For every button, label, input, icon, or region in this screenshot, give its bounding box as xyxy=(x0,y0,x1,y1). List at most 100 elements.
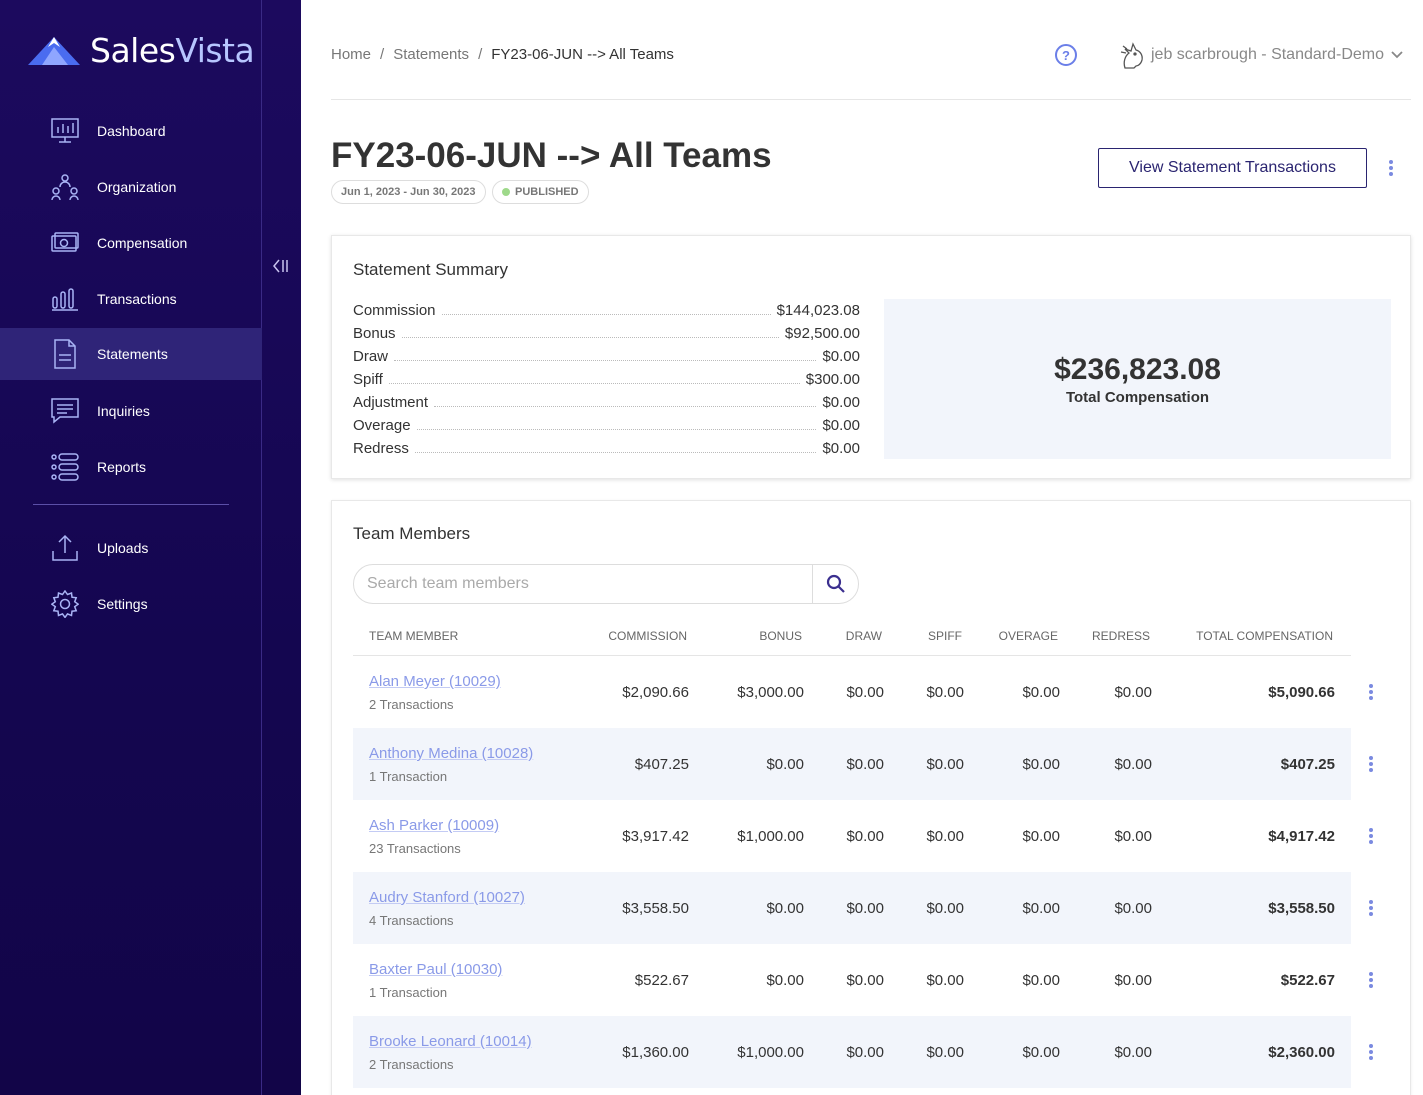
organization-icon xyxy=(50,172,80,202)
total-compensation-cell: $3,558.50 xyxy=(1268,900,1335,917)
redress-cell: $0.00 xyxy=(1114,1044,1152,1061)
transaction-count: 23 Transactions xyxy=(369,841,461,856)
team-member-link[interactable]: Alan Meyer (10029) xyxy=(369,673,501,690)
settings-icon xyxy=(50,589,80,619)
commission-cell: $1,360.00 xyxy=(622,1044,689,1061)
column-header-spiff[interactable]: SPIFF xyxy=(927,629,962,643)
column-header-total-compensation[interactable]: TOTAL COMPENSATION xyxy=(1196,629,1333,643)
sidebar-item-settings[interactable]: Settings xyxy=(0,578,262,630)
status-dot-icon xyxy=(502,188,510,196)
user-name: jeb scarbrough - Standard-Demo xyxy=(1151,46,1385,63)
row-more-options-icon[interactable] xyxy=(1365,754,1377,774)
summary-row-bonus: Bonus $92,500.00 xyxy=(353,325,860,342)
search-input[interactable] xyxy=(354,565,812,603)
search-button[interactable] xyxy=(812,565,858,603)
column-header-redress[interactable]: REDRESS xyxy=(1091,629,1150,643)
user-menu[interactable]: jeb scarbrough - Standard-Demo xyxy=(1117,40,1403,70)
logo-text: SalesVista xyxy=(90,30,255,70)
transaction-count: 4 Transactions xyxy=(369,913,454,928)
breadcrumb-statements[interactable]: Statements xyxy=(393,46,470,63)
sidebar-item-organization[interactable]: Organization xyxy=(0,161,262,213)
status-badge: PUBLISHED xyxy=(492,180,589,204)
uploads-icon xyxy=(50,533,80,563)
spiff-cell: $0.00 xyxy=(926,828,964,845)
bonus-cell: $1,000.00 xyxy=(737,1044,804,1061)
team-member-link[interactable]: Anthony Medina (10028) xyxy=(369,745,534,762)
top-bar: Home / Statements / FY23-06-JUN --> All … xyxy=(331,0,1411,100)
transaction-count: 1 Transaction xyxy=(369,985,448,1000)
overage-cell: $0.00 xyxy=(1022,684,1060,701)
sidebar-item-uploads[interactable]: Uploads xyxy=(0,522,262,574)
summary-row-overage: Overage $0.00 xyxy=(353,417,860,434)
transactions-icon xyxy=(50,284,80,314)
sidebar-item-dashboard[interactable]: Dashboard xyxy=(0,105,262,157)
draw-cell: $0.00 xyxy=(846,1044,884,1061)
commission-cell: $2,090.66 xyxy=(622,684,689,701)
spiff-cell: $0.00 xyxy=(926,900,964,917)
reports-icon xyxy=(50,452,80,482)
summary-row-spiff: Spiff $300.00 xyxy=(353,371,860,388)
help-icon[interactable]: ? xyxy=(1055,44,1077,66)
summary-row-redress: Redress $0.00 xyxy=(353,440,860,457)
row-more-options-icon[interactable] xyxy=(1365,682,1377,702)
draw-cell: $0.00 xyxy=(846,756,884,773)
summary-title: Statement Summary xyxy=(353,260,508,279)
table-row: Alan Meyer (10029) 2 Transactions $2,090… xyxy=(353,656,1351,728)
search-icon xyxy=(826,574,845,593)
column-header-team-member[interactable]: TEAM MEMBER xyxy=(369,629,459,643)
team-member-link[interactable]: Brooke Leonard (10014) xyxy=(369,1033,532,1050)
total-compensation-cell: $522.67 xyxy=(1280,972,1335,989)
total-compensation-cell: $407.25 xyxy=(1280,756,1335,773)
collapse-sidebar-icon[interactable] xyxy=(272,257,292,277)
page-more-options-icon[interactable] xyxy=(1385,158,1397,178)
sidebar-item-reports[interactable]: Reports xyxy=(0,441,262,493)
main-content: Home / Statements / FY23-06-JUN --> All … xyxy=(331,0,1411,1095)
column-header-bonus[interactable]: BONUS xyxy=(759,629,802,643)
bonus-cell: $3,000.00 xyxy=(737,684,804,701)
total-compensation-cell: $4,917.42 xyxy=(1268,828,1335,845)
row-more-options-icon[interactable] xyxy=(1365,1042,1377,1062)
column-header-draw[interactable]: DRAW xyxy=(845,629,882,643)
row-more-options-icon[interactable] xyxy=(1365,898,1377,918)
redress-cell: $0.00 xyxy=(1114,756,1152,773)
redress-cell: $0.00 xyxy=(1114,828,1152,845)
breadcrumb: Home / Statements / FY23-06-JUN --> All … xyxy=(331,46,674,63)
sidebar-item-inquiries[interactable]: Inquiries xyxy=(0,385,262,437)
view-statement-transactions-button[interactable]: View Statement Transactions xyxy=(1098,148,1367,188)
statements-icon xyxy=(50,339,80,369)
bonus-cell: $0.00 xyxy=(766,972,804,989)
row-more-options-icon[interactable] xyxy=(1365,970,1377,990)
column-header-commission[interactable]: COMMISSION xyxy=(608,629,687,643)
team-member-link[interactable]: Ash Parker (10009) xyxy=(369,817,500,834)
logo-mountain-icon xyxy=(28,37,80,65)
overage-cell: $0.00 xyxy=(1022,972,1060,989)
team-members-card: Team Members TEAM MEMBER COMMISSION BONU… xyxy=(331,500,1411,1095)
draw-cell: $0.00 xyxy=(846,900,884,917)
commission-cell: $407.25 xyxy=(634,756,689,773)
row-more-options-icon[interactable] xyxy=(1365,826,1377,846)
status-text: PUBLISHED xyxy=(515,186,579,198)
bonus-cell: $1,000.00 xyxy=(737,828,804,845)
spiff-cell: $0.00 xyxy=(926,756,964,773)
team-member-link[interactable]: Audry Stanford (10027) xyxy=(369,889,525,906)
transaction-count: 2 Transactions xyxy=(369,697,454,712)
logo[interactable]: SalesVista xyxy=(28,30,255,70)
sidebar-item-transactions[interactable]: Transactions xyxy=(0,273,262,325)
column-header-overage[interactable]: OVERAGE xyxy=(998,629,1058,643)
sidebar-item-compensation[interactable]: Compensation xyxy=(0,217,262,269)
draw-cell: $0.00 xyxy=(846,828,884,845)
commission-cell: $3,917.42 xyxy=(622,828,689,845)
dashboard-icon xyxy=(50,116,80,146)
chevron-down-icon xyxy=(1391,48,1403,62)
overage-cell: $0.00 xyxy=(1022,1044,1060,1061)
date-range-badge: Jun 1, 2023 - Jun 30, 2023 xyxy=(331,180,486,204)
sidebar-item-statements[interactable]: Statements xyxy=(0,328,262,380)
redress-cell: $0.00 xyxy=(1114,900,1152,917)
breadcrumb-home[interactable]: Home xyxy=(331,46,372,63)
team-member-link[interactable]: Baxter Paul (10030) xyxy=(369,961,503,978)
bonus-cell: $0.00 xyxy=(766,900,804,917)
breadcrumb-separator: / xyxy=(478,46,483,63)
table-row: Brooke Leonard (10014) 2 Transactions $1… xyxy=(353,1016,1351,1088)
statement-summary-card: Statement Summary Commission $144,023.08 … xyxy=(331,235,1411,479)
table-row: Ash Parker (10009) 23 Transactions $3,91… xyxy=(353,800,1351,872)
